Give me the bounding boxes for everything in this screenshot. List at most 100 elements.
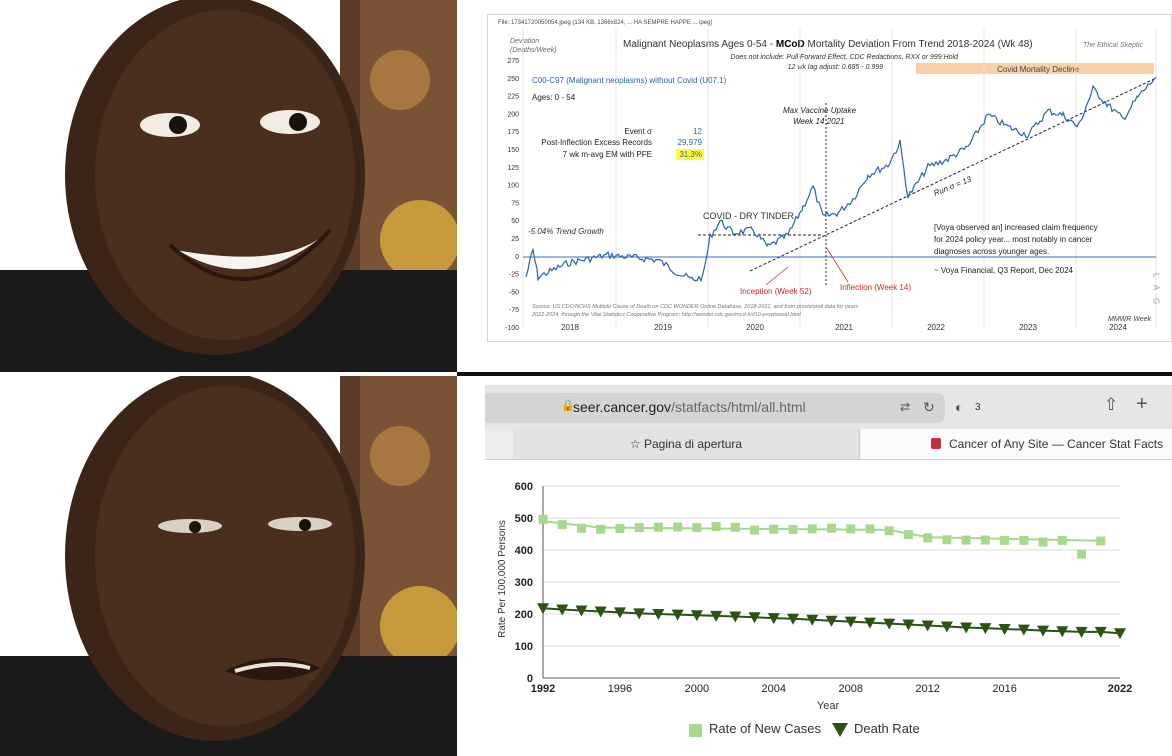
death-rate-point (575, 605, 588, 617)
new-cases-point (923, 533, 933, 543)
reaction-photo-smiling (0, 0, 457, 372)
new-tab-icon[interactable]: + (1136, 393, 1148, 415)
top-x-tick-label: 2022 (927, 323, 945, 332)
y-axis-label: Deviation (510, 38, 539, 45)
new-cases-point (961, 535, 971, 545)
new-cases-point (596, 524, 606, 534)
source-line-2: 2022-2024, through the Vital Statistics … (531, 312, 801, 318)
vaccine-note-1: Max Vaccine Uptake (783, 106, 857, 115)
seer-y-tick-label: 200 (515, 609, 533, 621)
shield-icon[interactable]: ◐ (955, 399, 964, 415)
new-cases-point (711, 522, 721, 532)
death-rate-point (825, 615, 838, 627)
stat-value-excess-records: 29,979 (678, 138, 703, 147)
new-cases-point (903, 530, 913, 540)
death-rate-point (998, 624, 1011, 636)
death-rate-point (710, 610, 723, 622)
vaccine-note-2: Week 14 2021 (793, 117, 844, 126)
seer-y-axis-label: Rate Per 100,000 Persons (497, 520, 508, 638)
reload-icon[interactable]: ↻ (923, 399, 935, 415)
seer-x-axis-label: Year (817, 700, 840, 712)
mcod-deviation-chart: File: 17341720050054.jpeg (134 KB, 1366x… (487, 14, 1172, 342)
top-y-tick-label: 75 (511, 200, 519, 207)
ages-label: Ages: 0 - 54 (532, 93, 576, 102)
seer-rate-chart: 0 100 200 300 400 500 600 1992 1996 2000 2004 2008… (497, 481, 1132, 712)
new-cases-point (769, 524, 779, 534)
death-rate-point (767, 613, 780, 625)
death-rate-point (690, 610, 703, 622)
death-rate-point (556, 604, 569, 616)
death-rate-point (594, 606, 607, 618)
share-icon[interactable]: ⇧ (1104, 395, 1119, 414)
death-rate-point (883, 618, 896, 630)
top-y-tick-label: 175 (507, 129, 519, 136)
new-cases-point (750, 525, 760, 535)
death-rate-point (748, 612, 761, 624)
death-rate-point (960, 622, 973, 634)
top-chart-subtitle-1: Does not include: Pull Forward Effect, C… (730, 54, 959, 61)
death-rate-point (921, 620, 934, 632)
new-cases-point (865, 524, 875, 534)
new-cases-point (788, 525, 798, 535)
covid-decline-band (916, 63, 1154, 74)
seer-x-tick-label: 2016 (992, 683, 1016, 695)
address-bar[interactable]: 🔒 seer.cancer.gov/statfacts/html/all.htm… (485, 393, 945, 423)
death-rate-point (902, 619, 915, 631)
legend-new-cases-swatch (689, 724, 702, 737)
tab-cancer-stat-facts[interactable]: Cancer of Any Site — Cancer Stat Facts (861, 429, 1172, 459)
new-cases-point (827, 523, 836, 533)
stat-label-em-pfe: 7 wk m-avg EM with PFE (563, 150, 652, 159)
new-cases-trend-line (542, 520, 1101, 542)
top-x-tick-label: 2023 (1019, 323, 1037, 332)
seer-x-ticks: 1992 1996 2000 2004 2008 2012 2016 2022 (531, 683, 1132, 695)
seer-x-tick-label: 2008 (838, 683, 862, 695)
top-y-tick-label: 225 (507, 94, 519, 101)
new-cases-point (942, 535, 952, 545)
legend-death-rate-label: Death Rate (854, 721, 920, 736)
translate-icon[interactable]: ⇄ (900, 400, 911, 414)
death-rate-point (613, 607, 626, 619)
inflection-pointer (825, 246, 849, 283)
seer-y-tick-label: 500 (515, 513, 533, 525)
em-pfe-highlight (676, 149, 704, 160)
source-line-1: Source: US CDC/NCHS Multiple Cause of De… (532, 304, 858, 310)
top-y-tick-label: 200 (507, 111, 519, 118)
top-chart-subtitle-2: 12 wk lag adjust: 0.685 - 0.999 (788, 64, 883, 71)
seer-x-tick-label: 1992 (531, 683, 555, 695)
death-rate-point (940, 621, 953, 633)
trend-growth-label: -5.04% Trend Growth (528, 227, 604, 236)
death-rate-point (1094, 626, 1107, 638)
star-icon: ☆ (629, 437, 644, 451)
seer-series-group (537, 514, 1126, 640)
top-y-tick-label: -100 (505, 325, 519, 332)
new-cases-point (980, 535, 990, 545)
death-rate-point (787, 613, 800, 625)
new-cases-point (1077, 549, 1087, 559)
deviation-series-line (525, 76, 1157, 283)
new-cases-point (1057, 535, 1067, 545)
seer-x-tick-label: 1996 (608, 683, 632, 695)
inception-label: Inception (Week 52) (740, 287, 812, 296)
covid-decline-label: Covid Mortality Decline (997, 65, 1079, 74)
lag-label: L A G (1152, 273, 1161, 307)
new-cases-point (1096, 536, 1106, 546)
seer-x-tick-label: 2022 (1108, 683, 1132, 695)
new-cases-point (653, 522, 663, 532)
tab-start-page[interactable]: ☆ Pagina di apertura (513, 429, 860, 459)
legend-new-cases-label: Rate of New Cases (709, 721, 821, 736)
top-x-tick-label: 2020 (746, 323, 764, 332)
seer-y-tick-label: 600 (515, 481, 533, 493)
death-rate-point (537, 603, 549, 615)
top-y-tick-label: -75 (509, 307, 519, 314)
stat-label-event-sigma: Event σ (624, 127, 652, 136)
seer-y-tick-label: 300 (515, 577, 533, 589)
new-cases-point (884, 526, 894, 536)
top-chart-year-gridlines (522, 29, 1157, 328)
death-rate-point (844, 616, 857, 628)
top-y-tick-label: 125 (507, 165, 519, 172)
top-y-tick-label: 275 (507, 58, 519, 65)
quote-line-2: for 2024 policy year... most notably in … (934, 235, 1093, 244)
death-rate-point (1017, 624, 1030, 636)
dry-tinder-label: COVID - DRY TINDER (703, 211, 795, 221)
quote-line-3: diagnoses across younger ages. (934, 247, 1049, 256)
